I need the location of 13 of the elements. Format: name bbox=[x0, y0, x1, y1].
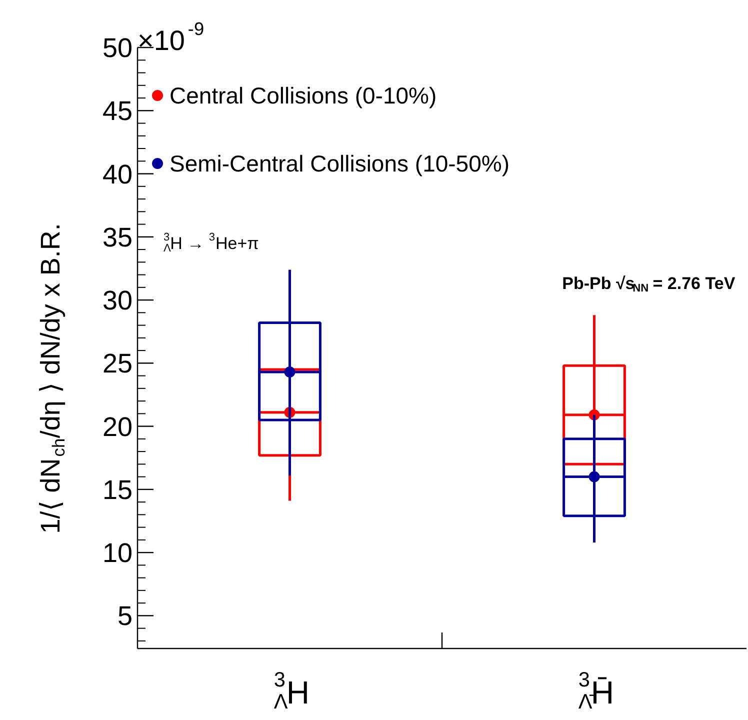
legend-label: Central Collisions (0-10%) bbox=[170, 82, 437, 108]
y-axis-title: 1/⟨ dNch/dη ⟩ dN/dy x B.R. bbox=[36, 223, 69, 534]
y-tick-label: 25 bbox=[102, 348, 133, 379]
y-tick-label: 50 bbox=[102, 33, 133, 63]
legend-label: Semi-Central Collisions (10-50%) bbox=[170, 150, 510, 176]
y-tick-label: 45 bbox=[102, 96, 133, 126]
y-tick-label: 40 bbox=[102, 159, 133, 190]
y-tick-label: 30 bbox=[102, 286, 133, 316]
y-tick-label: 15 bbox=[102, 474, 133, 505]
y-tick-label: 10 bbox=[102, 538, 133, 568]
y-tick-label: 5 bbox=[117, 601, 133, 632]
y-tick-label: 35 bbox=[102, 222, 133, 252]
y-tick-label: 20 bbox=[102, 412, 133, 442]
